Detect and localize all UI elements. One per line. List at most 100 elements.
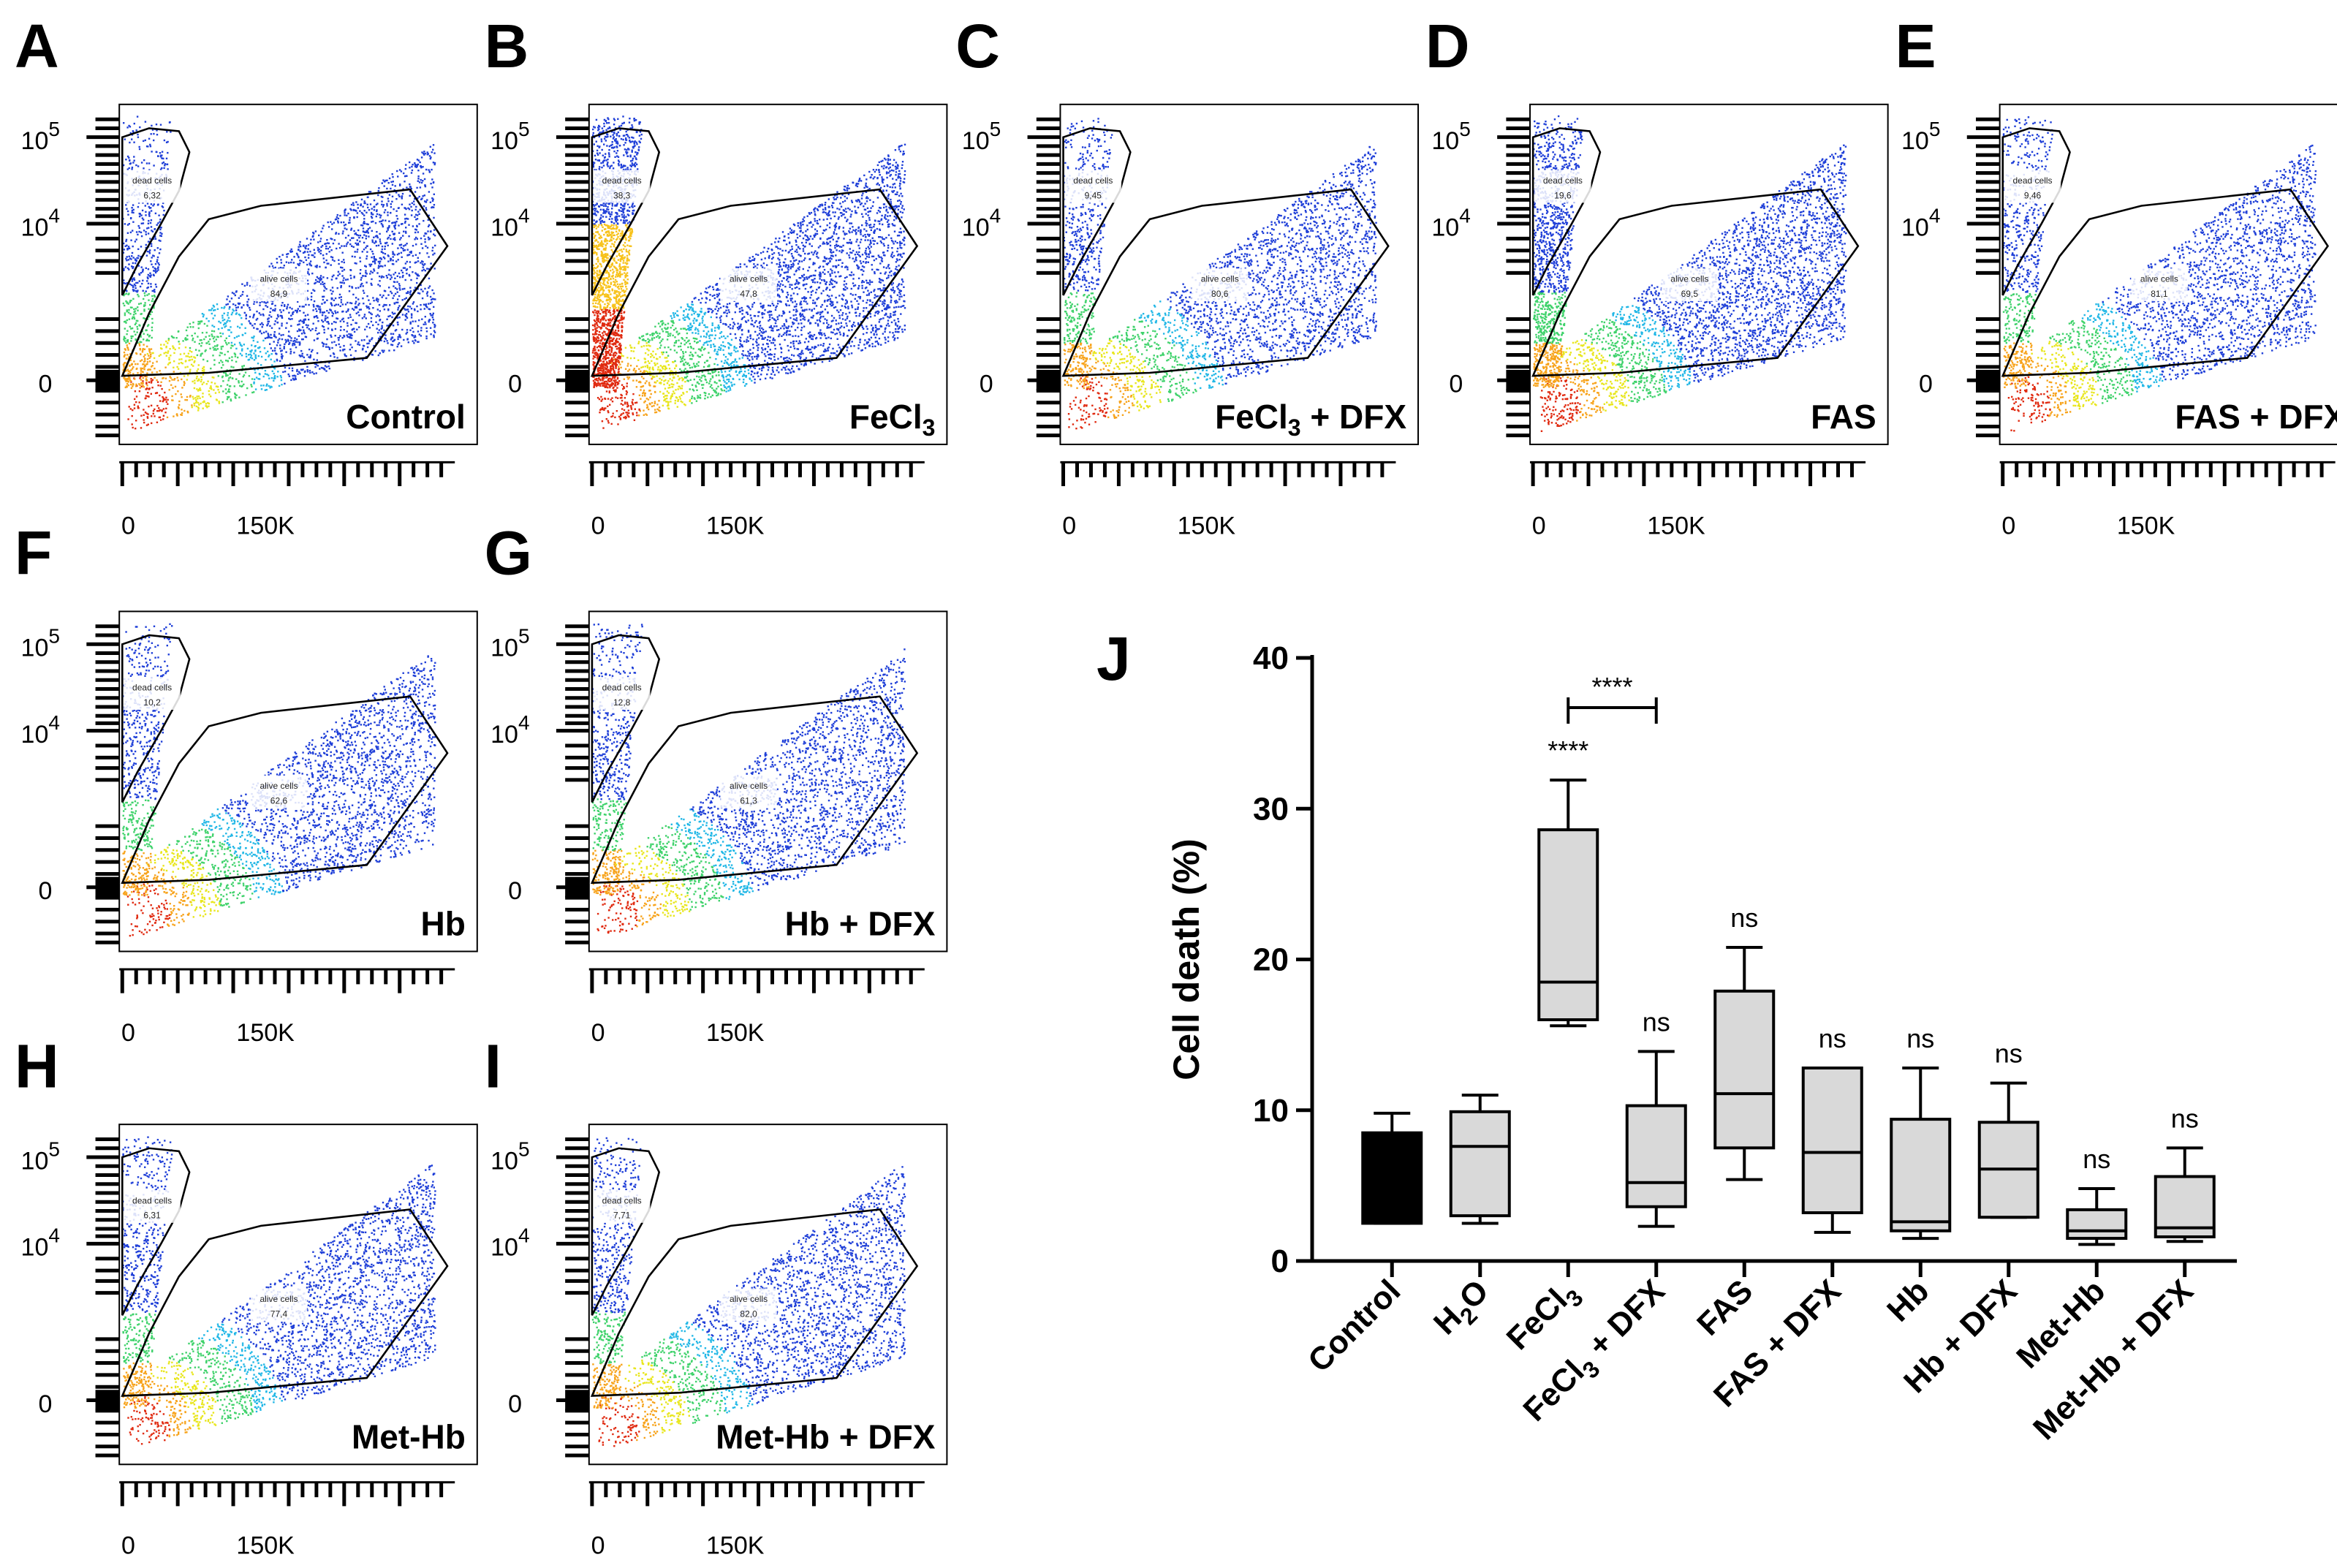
condition-label: Met-Hb + DFX bbox=[716, 1417, 936, 1455]
x-tick-label-150k: 150K bbox=[2117, 512, 2175, 539]
y-tick-label-0: 0 bbox=[508, 371, 522, 398]
significance-label: ns bbox=[2083, 1144, 2110, 1174]
x-tick-label-150k: 150K bbox=[1178, 512, 1236, 539]
panel-label-j: J bbox=[1096, 624, 1131, 693]
y-axis: 105 104 0 bbox=[21, 118, 120, 436]
panel-label: D bbox=[1425, 12, 1470, 80]
y-tick-label-e4: 104 bbox=[21, 204, 60, 241]
y-tick-label-e5: 105 bbox=[21, 1137, 60, 1175]
dead-cells-gate bbox=[592, 1148, 659, 1316]
y-axis: 105 104 0 bbox=[1901, 118, 2000, 436]
box-fecl3: ****FeCl3 bbox=[1500, 735, 1598, 1361]
alive-gate-value: 80,6 bbox=[1211, 289, 1229, 299]
y-tick-label-e5: 105 bbox=[490, 625, 529, 662]
x-axis: 0 150K bbox=[2000, 462, 2336, 539]
condition-label: Hb bbox=[420, 905, 465, 943]
dead-gate-title: dead cells bbox=[132, 683, 172, 693]
condition-label: FAS + DFX bbox=[2175, 398, 2337, 436]
dead-gate-title: dead cells bbox=[132, 175, 172, 186]
significance-label: ns bbox=[1906, 1023, 1934, 1053]
dead-gate-value: 12,8 bbox=[613, 697, 631, 708]
iqr-box bbox=[1539, 830, 1597, 1020]
alive-gate-title: alive cells bbox=[260, 274, 298, 284]
y-tick-label-0: 0 bbox=[39, 877, 53, 905]
y-tick-label-0: 0 bbox=[39, 1390, 53, 1418]
dead-cells-gate bbox=[2003, 128, 2070, 295]
x-tick-label-150k: 150K bbox=[706, 512, 765, 539]
alive-gate-value: 69,5 bbox=[1681, 289, 1699, 299]
y-tick-label-e5: 105 bbox=[1901, 118, 1940, 155]
iqr-box bbox=[2067, 1210, 2126, 1238]
dead-gate-value: 38,3 bbox=[613, 190, 631, 200]
y-tick-label-e4: 104 bbox=[962, 204, 1001, 241]
dead-gate-value: 7,71 bbox=[613, 1211, 631, 1221]
x-tick-label: Met-Hb + DFX bbox=[2026, 1273, 2200, 1447]
box-control: Control bbox=[1301, 1113, 1421, 1379]
dead-cells-gate bbox=[122, 1148, 189, 1316]
y-tick-label-e4: 104 bbox=[490, 1224, 529, 1262]
panel-label: E bbox=[1895, 12, 1936, 80]
alive-gate-value: 47,8 bbox=[740, 289, 757, 299]
iqr-box bbox=[1627, 1106, 1686, 1207]
condition-label: Met-Hb bbox=[352, 1417, 466, 1455]
x-tick-label-0: 0 bbox=[121, 512, 135, 539]
dead-gate-value: 10,2 bbox=[143, 697, 161, 708]
significance-label: ns bbox=[1819, 1023, 1847, 1053]
panel-label: C bbox=[955, 12, 1000, 80]
y-axis-title: Cell death (%) bbox=[1166, 838, 1207, 1080]
bracket-label: **** bbox=[1591, 672, 1632, 702]
y-tick-label-e4: 104 bbox=[1901, 204, 1940, 241]
y-tick-label-e4: 104 bbox=[490, 204, 529, 241]
y-tick-label-e5: 105 bbox=[1431, 118, 1470, 155]
y-tick-label-e4: 104 bbox=[21, 1224, 60, 1262]
alive-gate-title: alive cells bbox=[730, 274, 768, 284]
x-tick-label: FeCl3 bbox=[1500, 1273, 1588, 1361]
x-tick-label-150k: 150K bbox=[1647, 512, 1705, 539]
y-tick-label-0: 0 bbox=[508, 877, 522, 905]
dead-gate-value: 9,45 bbox=[1085, 190, 1102, 200]
x-tick-label: H2O bbox=[1427, 1273, 1500, 1346]
x-tick-label-0: 0 bbox=[121, 1532, 135, 1560]
x-tick-label-150k: 150K bbox=[706, 1019, 765, 1047]
x-tick-label-0: 0 bbox=[121, 1019, 135, 1047]
dead-gate-title: dead cells bbox=[602, 1195, 642, 1205]
x-axis: 0 150K bbox=[589, 462, 925, 539]
y-tick-label-e5: 105 bbox=[490, 118, 529, 155]
y-tick-label-0: 0 bbox=[39, 371, 53, 398]
y-tick-label-0: 0 bbox=[980, 371, 993, 398]
y-tick-label-e4: 104 bbox=[490, 711, 529, 749]
alive-gate-title: alive cells bbox=[260, 1294, 298, 1304]
x-axis: 0 150K bbox=[589, 1482, 925, 1560]
alive-gate-title: alive cells bbox=[260, 781, 298, 791]
alive-gate-title: alive cells bbox=[1670, 274, 1708, 284]
iqr-box bbox=[1715, 991, 1773, 1148]
dead-gate-title: dead cells bbox=[602, 175, 642, 186]
iqr-box bbox=[1451, 1112, 1510, 1216]
y-axis: 105 104 0 bbox=[490, 625, 589, 943]
significance-label: ns bbox=[1995, 1039, 2023, 1069]
dead-gate-title: dead cells bbox=[602, 683, 642, 693]
condition-label: FeCl3 + DFX bbox=[1215, 398, 1406, 441]
x-tick-label-150k: 150K bbox=[236, 1532, 295, 1560]
panel-label: I bbox=[485, 1031, 501, 1100]
alive-gate-value: 61,3 bbox=[740, 796, 757, 806]
alive-gate-title: alive cells bbox=[1201, 274, 1239, 284]
significance-label: ns bbox=[2171, 1103, 2199, 1133]
dead-gate-value: 19,6 bbox=[1554, 190, 1572, 200]
y-tick-label-0: 0 bbox=[1919, 371, 1933, 398]
alive-gate-value: 82,0 bbox=[740, 1308, 757, 1319]
y-tick-label-e5: 105 bbox=[962, 118, 1001, 155]
y-tick-label: 0 bbox=[1271, 1243, 1289, 1279]
y-tick-label-e5: 105 bbox=[21, 118, 60, 155]
y-tick-label: 40 bbox=[1253, 640, 1289, 676]
